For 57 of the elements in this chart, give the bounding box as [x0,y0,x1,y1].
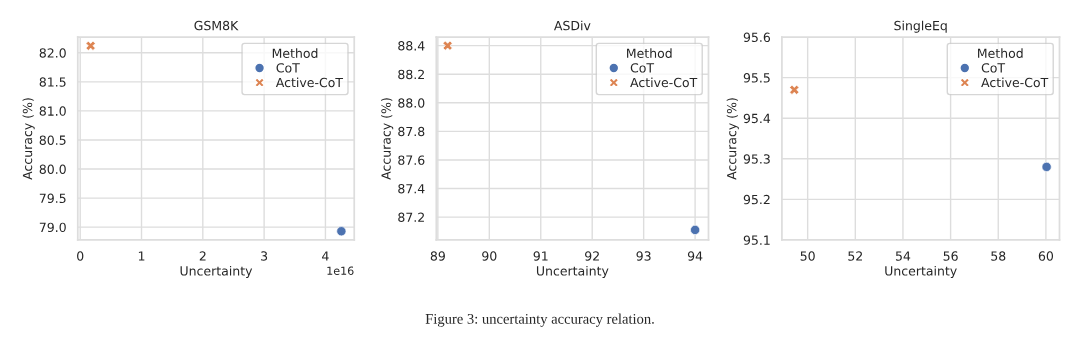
text: 1e16 [327,266,354,275]
y-tick-label: 95.3 [743,154,770,164]
x-tick-label: 89 [430,251,445,261]
legend-label: Active-CoT [275,77,344,88]
y-tick-label: 87.8 [398,126,425,137]
x-tick-label: 4 [322,251,329,261]
x-axis-title: Uncertainty [536,265,609,279]
x-tick-label: 52 [848,251,862,261]
y-tick-label: 80.5 [39,135,66,145]
legend-title: Method [272,48,318,58]
legend-label: Active-CoT [630,77,698,88]
x-tick-label: 60 [1038,251,1054,261]
x-axis-title: Uncertainty [885,265,957,279]
y-tick-label: 88.0 [398,98,425,108]
x-axis-title: Uncertainty [180,265,253,279]
x-tick-label: 91 [533,251,548,261]
y-tick-label: 95.4 [743,113,771,124]
y-tick-label: 87.2 [398,212,424,223]
x-tick-label: 1 [138,251,145,261]
x-tick-label: 0 [77,251,84,261]
y-tick-label: 81.5 [39,77,66,87]
x-tick-label: 58 [991,251,1006,261]
y-tick-label: 95.2 [743,194,770,205]
y-tick-label: 82.0 [39,48,66,58]
y-tick-label: 87.6 [398,155,425,165]
x-tick-label: 90 [482,251,497,261]
y-tick-label: 79.0 [39,222,66,233]
legend-label: CoT [276,63,300,73]
x-tick-label: 56 [943,251,958,261]
y-tick-label: 81.0 [39,106,66,116]
legend-label: CoT [630,63,655,73]
x-tick-label: 50 [800,251,815,261]
chart-title: GSM8K [194,20,239,31]
x-tick-label: 3 [261,251,268,261]
y-tick-label: 88.4 [398,41,425,51]
legend-label: Active-CoT [981,77,1049,88]
y-tick-label: 95.5 [743,73,770,83]
y-tick-label: 87.4 [398,183,425,194]
legend-title: Method [627,48,672,58]
y-tick-label: 95.6 [743,32,771,42]
y-axis-title: Accuracy (%) [726,98,739,180]
x-tick-label: 94 [687,251,703,261]
legend-label: CoT [981,63,1006,73]
x-tick-label: 2 [199,251,206,261]
y-tick-label: 79.5 [39,193,66,204]
chart-title: ASDiv [554,20,591,31]
legend-title: Method [978,48,1023,58]
y-tick-label: 95.1 [743,235,770,245]
chart-title: SingleEq [894,20,947,33]
y-axis-title: Accuracy (%) [22,98,35,180]
caption: Figure 3: uncertainty accuracy relation. [425,313,654,327]
y-axis-title: Accuracy (%) [381,98,394,180]
y-tick-label: 88.2 [398,69,424,80]
x-tick-label: 54 [895,251,911,261]
y-tick-label: 80.0 [39,164,66,174]
x-tick-label: 93 [636,251,651,261]
x-tick-label: 92 [585,251,599,261]
